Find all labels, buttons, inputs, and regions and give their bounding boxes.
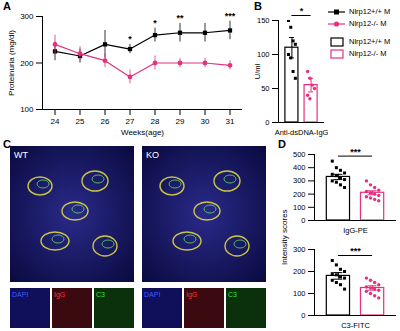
svg-text:25: 25 bbox=[76, 117, 85, 126]
svg-text:*: * bbox=[300, 6, 304, 16]
svg-text:100: 100 bbox=[293, 203, 306, 212]
svg-text:30: 30 bbox=[201, 117, 210, 126]
svg-text:400: 400 bbox=[293, 163, 306, 172]
svg-text:100: 100 bbox=[293, 289, 306, 298]
svg-text:200: 200 bbox=[20, 59, 34, 68]
svg-text:50: 50 bbox=[261, 84, 269, 93]
svg-text:IgG-PE: IgG-PE bbox=[343, 226, 368, 235]
svg-text:0: 0 bbox=[301, 311, 305, 320]
html-text:B: B bbox=[254, 0, 262, 12]
svg-text:U/ml: U/ml bbox=[253, 63, 262, 79]
svg-text:***: *** bbox=[350, 147, 361, 157]
svg-text:Proteinuria (mg/dl): Proteinuria (mg/dl) bbox=[7, 30, 16, 96]
svg-text:*: * bbox=[153, 18, 157, 28]
svg-text:**: ** bbox=[176, 13, 184, 23]
svg-text:DAPI: DAPI bbox=[12, 291, 28, 298]
svg-text:300: 300 bbox=[20, 12, 34, 21]
html-text:Nlrp12-/- M: Nlrp12-/- M bbox=[349, 19, 387, 28]
svg-text:24: 24 bbox=[51, 117, 60, 126]
html-text:Nlrp12-/- M: Nlrp12-/- M bbox=[349, 49, 387, 58]
svg-text:26: 26 bbox=[101, 117, 110, 126]
svg-text:31: 31 bbox=[226, 117, 235, 126]
svg-text:100: 100 bbox=[20, 105, 34, 114]
svg-text:***: *** bbox=[225, 11, 236, 21]
html-text:C: C bbox=[3, 138, 11, 150]
svg-text:200: 200 bbox=[293, 190, 306, 199]
html-text:D: D bbox=[278, 138, 286, 150]
svg-text:*: * bbox=[128, 34, 132, 44]
svg-text:C3: C3 bbox=[228, 291, 237, 298]
svg-text:29: 29 bbox=[176, 117, 185, 126]
svg-text:300: 300 bbox=[293, 245, 306, 254]
svg-text:27: 27 bbox=[126, 117, 135, 126]
svg-text:IgG: IgG bbox=[186, 291, 197, 299]
svg-text:28: 28 bbox=[151, 117, 160, 126]
svg-text:***: *** bbox=[350, 246, 361, 256]
svg-text:100: 100 bbox=[257, 50, 270, 59]
svg-text:Weeks(age): Weeks(age) bbox=[121, 128, 164, 137]
html-text:A: A bbox=[3, 0, 11, 12]
svg-text:0: 0 bbox=[301, 216, 305, 225]
svg-text:WT: WT bbox=[14, 150, 28, 160]
svg-text:500: 500 bbox=[293, 150, 306, 159]
svg-text:KO: KO bbox=[146, 150, 159, 160]
svg-text:C3: C3 bbox=[96, 291, 105, 298]
svg-text:0: 0 bbox=[265, 118, 269, 127]
svg-text:C3-FITC: C3-FITC bbox=[341, 321, 370, 330]
svg-text:200: 200 bbox=[293, 267, 306, 276]
html-text:Intensity scores: Intensity scores bbox=[280, 209, 289, 265]
svg-text:IgG: IgG bbox=[54, 291, 65, 299]
svg-text:DAPI: DAPI bbox=[144, 291, 160, 298]
html-text:Nlrp12+/+ M: Nlrp12+/+ M bbox=[349, 37, 391, 46]
svg-text:Anti-dsDNA-IgG: Anti-dsDNA-IgG bbox=[275, 128, 328, 137]
svg-text:300: 300 bbox=[293, 176, 306, 185]
html-text:Nlrp12+/+ M: Nlrp12+/+ M bbox=[349, 7, 391, 16]
svg-text:150: 150 bbox=[257, 16, 270, 25]
